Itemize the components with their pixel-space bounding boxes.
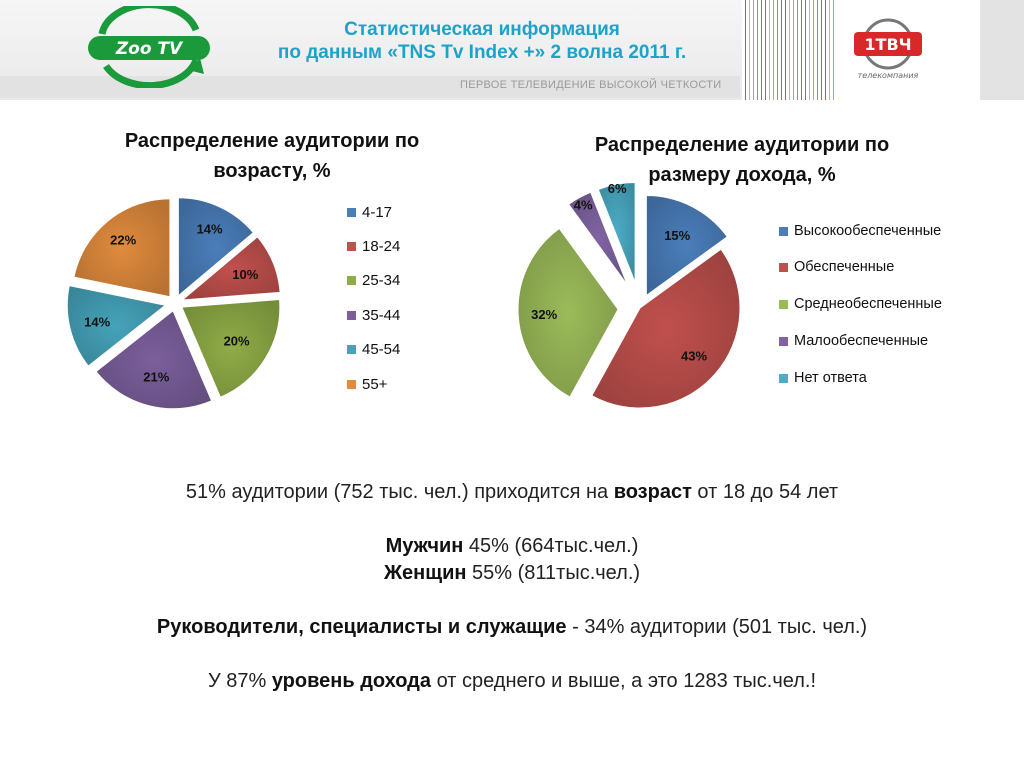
page-title-line2: по данным «TNS Tv Index +» 2 волна 2011 … bbox=[277, 42, 687, 63]
legend-label: 55+ bbox=[362, 376, 388, 393]
summary-text: - 34% аудитории (501 тыс. чел.) bbox=[566, 616, 868, 638]
legend-swatch bbox=[347, 345, 356, 354]
summary-text: У 87% bbox=[207, 670, 272, 692]
pie-data-label-2: 43% bbox=[681, 349, 707, 364]
summary-text: 55% (811тыс.чел.) bbox=[466, 562, 641, 584]
legend-swatch bbox=[347, 311, 356, 320]
legend-swatch bbox=[347, 208, 356, 217]
legend-label: 18-24 bbox=[362, 238, 401, 255]
pie-slice-1 bbox=[645, 195, 728, 297]
pie-data-label-4: 21% bbox=[143, 370, 169, 385]
legend-swatch bbox=[779, 262, 788, 272]
pie-slice-2 bbox=[591, 248, 741, 409]
pie-data-label-2: 10% bbox=[232, 267, 258, 282]
legend-label: 4-17 bbox=[362, 204, 393, 221]
legend-item-high-income: Высокообеспеченные bbox=[779, 223, 941, 239]
pie-slice-1 bbox=[177, 197, 255, 297]
legend-item-55-plus: 55+ bbox=[347, 376, 387, 393]
pie-slice-3 bbox=[181, 298, 281, 398]
pie-data-label-6: 22% bbox=[110, 232, 136, 247]
legend-swatch bbox=[347, 276, 356, 285]
summary-line-men: Мужчин 45% (664тыс.чел.) bbox=[0, 535, 1024, 558]
legend-label: Среднеобеспеченные bbox=[794, 296, 942, 312]
summary-bold: Мужчин bbox=[385, 535, 464, 557]
legend-item-low-income: Малообеспеченные bbox=[779, 333, 928, 349]
decorative-stripes bbox=[742, 0, 834, 100]
age-pie-chart: 14% 10% 20% 21% 14% 22% bbox=[66, 197, 281, 410]
legend-item-well-off: Обеспеченные bbox=[779, 259, 894, 275]
income-chart-title-line1: Распределение аудитории по bbox=[594, 134, 890, 156]
legend-swatch bbox=[779, 226, 788, 236]
logo-pill bbox=[88, 36, 210, 60]
income-pie-chart: 15% 43% 32% 4% 6% bbox=[517, 181, 741, 409]
pie-slice-4 bbox=[95, 309, 213, 410]
summary-line-women: Женщин 55% (811тыс.чел.) bbox=[0, 562, 1024, 585]
header-right-panel bbox=[980, 0, 1024, 100]
legend-item-25-34: 25-34 bbox=[347, 272, 400, 289]
age-chart-title: Распределение аудитории по возрасту, % bbox=[92, 126, 452, 186]
pie-data-label-5: 14% bbox=[84, 314, 110, 329]
slogan: ПЕРВОЕ ТЕЛЕВИДЕНИЕ ВЫСОКОЙ ЧЕТКОСТИ bbox=[460, 79, 722, 91]
legend-label: Обеспеченные bbox=[794, 259, 895, 275]
legend-item-18-24: 18-24 bbox=[347, 238, 400, 255]
income-chart-title: Распределение аудитории по размеру доход… bbox=[552, 130, 932, 190]
tvch-logo: 1ТВЧ телекомпания bbox=[854, 18, 922, 80]
legend-label: Высокообеспеченные bbox=[794, 223, 942, 239]
summary-bold: Женщин bbox=[383, 562, 467, 584]
logo-text: Zoo TV bbox=[115, 39, 184, 59]
legend-item-no-answer: Нет ответа bbox=[779, 370, 867, 386]
pie-slice-4 bbox=[567, 191, 628, 286]
legend-swatch bbox=[779, 373, 788, 383]
pie-slice-6 bbox=[73, 198, 171, 298]
legend-label: 35-44 bbox=[362, 307, 401, 324]
zoo-tv-logo: Zoo TV bbox=[88, 6, 210, 88]
summary-text: от 18 до 54 лет bbox=[691, 481, 839, 503]
summary-line-occupation: Руководители, специалисты и служащие - 3… bbox=[0, 616, 1024, 639]
legend-item-4-17: 4-17 bbox=[347, 204, 392, 221]
summary-bold: возраст bbox=[613, 481, 692, 503]
page-title: Статистическая информация по данным «TNS… bbox=[232, 18, 732, 64]
header-strip bbox=[0, 76, 740, 98]
pie-slice-5 bbox=[66, 285, 167, 367]
legend-swatch bbox=[347, 242, 356, 251]
pie-data-label-1: 15% bbox=[664, 228, 690, 243]
logo-arrow bbox=[188, 58, 204, 74]
tvch-logo-subtext: телекомпания bbox=[858, 71, 919, 80]
legend-label: 45-54 bbox=[362, 341, 401, 358]
legend-label: Малообеспеченные bbox=[794, 333, 929, 349]
pie-data-label-5: 6% bbox=[608, 181, 627, 196]
summary-bold: уровень дохода bbox=[271, 670, 432, 692]
pie-slice-3 bbox=[517, 227, 619, 398]
age-chart-title-line2: возрасту, % bbox=[213, 160, 331, 182]
summary-line-income: У 87% уровень дохода от среднего и выше,… bbox=[0, 670, 1024, 693]
legend-swatch bbox=[347, 380, 356, 389]
legend-item-35-44: 35-44 bbox=[347, 307, 400, 324]
pie-slice-5 bbox=[597, 181, 636, 283]
summary-text: от среднего и выше, а это 1283 тыс.чел.! bbox=[431, 670, 817, 692]
summary-bold: Руководители, специалисты и служащие bbox=[156, 616, 567, 638]
logo-ring-top bbox=[98, 6, 200, 35]
tvch-logo-bar bbox=[854, 32, 922, 56]
legend-label: Нет ответа bbox=[794, 370, 867, 386]
summary-text: 51% аудитории (752 тыс. чел.) приходится… bbox=[185, 481, 614, 503]
legend-item-middle-income: Среднеобеспеченные bbox=[779, 296, 942, 312]
summary-line-age: 51% аудитории (752 тыс. чел.) приходится… bbox=[0, 481, 1024, 504]
pie-data-label-4: 4% bbox=[574, 198, 593, 213]
page-title-line1: Статистическая информация bbox=[344, 19, 620, 40]
legend-swatch bbox=[779, 299, 788, 309]
pie-slice-2 bbox=[180, 236, 281, 301]
legend-item-45-54: 45-54 bbox=[347, 341, 400, 358]
legend-label: 25-34 bbox=[362, 272, 401, 289]
legend-swatch bbox=[779, 336, 788, 346]
age-chart-title-line1: Распределение аудитории по bbox=[124, 130, 420, 152]
pie-data-label-3: 32% bbox=[531, 307, 557, 322]
pie-data-label-1: 14% bbox=[197, 222, 223, 237]
pie-data-label-3: 20% bbox=[224, 333, 250, 348]
tvch-logo-text: 1ТВЧ bbox=[864, 35, 911, 54]
income-chart-title-line2: размеру дохода, % bbox=[648, 164, 836, 186]
summary-text: 45% (664тыс.чел.) bbox=[463, 535, 639, 557]
